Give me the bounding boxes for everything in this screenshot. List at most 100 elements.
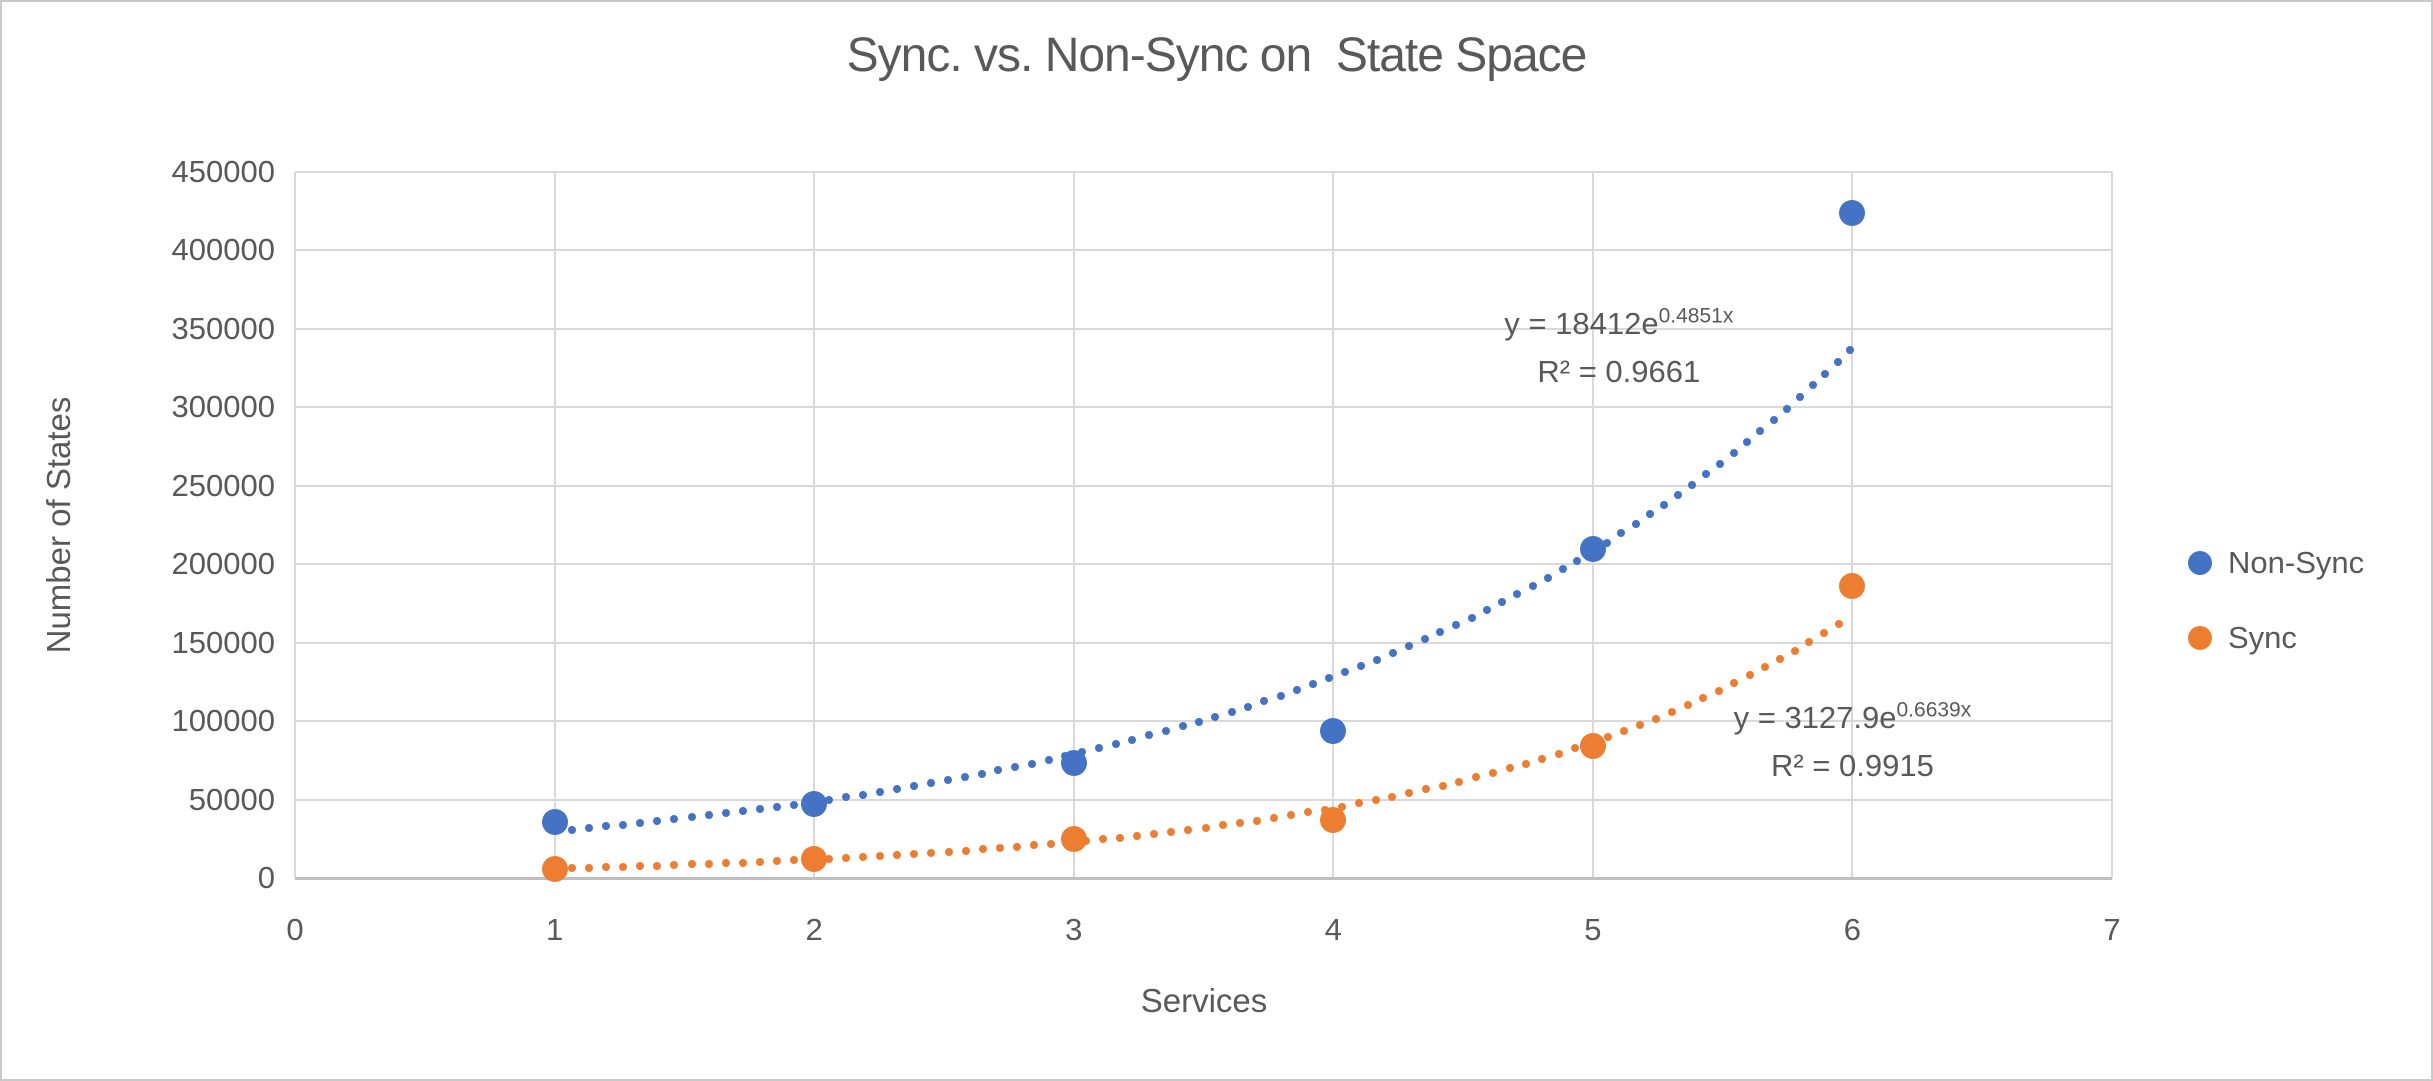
trendline-dot-sync bbox=[1488, 768, 1497, 777]
trendline-dot-non-sync bbox=[1558, 565, 1567, 574]
trendline-dot-sync bbox=[1651, 714, 1660, 723]
trendline-dot-sync bbox=[1820, 628, 1829, 637]
trendline-dot-non-sync bbox=[1341, 668, 1350, 677]
trendline-dot-sync bbox=[1115, 833, 1124, 842]
y-tick-label: 250000 bbox=[171, 467, 275, 503]
x-axis-line bbox=[295, 877, 2112, 880]
x-tick-label: 1 bbox=[545, 912, 564, 947]
x-tick-label: 5 bbox=[1584, 912, 1602, 947]
trendline-dot-non-sync bbox=[721, 809, 730, 818]
trendline-equation-sync: y = 3127.9e0.6639x R² = 0.9915 bbox=[1734, 694, 1972, 790]
y-tick-label: 50000 bbox=[188, 781, 275, 817]
trendline-dot-sync bbox=[1013, 842, 1022, 851]
trendline-dot-sync bbox=[1472, 773, 1481, 782]
trendline-dot-sync bbox=[1730, 679, 1739, 688]
trendline-dot-non-sync bbox=[601, 822, 610, 831]
trendline-dot-non-sync bbox=[1498, 598, 1507, 607]
v-gridline bbox=[553, 172, 556, 878]
trendline-dot-sync bbox=[1619, 727, 1628, 736]
trendline-dot-non-sync bbox=[1467, 613, 1476, 622]
trendline-dot-non-sync bbox=[1420, 635, 1429, 644]
trendline-dot-non-sync bbox=[1821, 369, 1830, 378]
trendline-dot-sync bbox=[670, 861, 679, 870]
trendline-dot-non-sync bbox=[1646, 510, 1655, 519]
trendline-dot-sync bbox=[584, 863, 593, 872]
trendline-dot-sync bbox=[1270, 813, 1279, 822]
trendline-dot-non-sync bbox=[1373, 655, 1382, 664]
trendline-dot-sync bbox=[1438, 781, 1447, 790]
trendline-dot-sync bbox=[978, 845, 987, 854]
trendline-dot-non-sync bbox=[1528, 582, 1537, 591]
trendline-dot-non-sync bbox=[1660, 500, 1669, 509]
trendline-dot-non-sync bbox=[1357, 662, 1366, 671]
marker-sync bbox=[1320, 806, 1347, 833]
trendline-dot-non-sync bbox=[977, 769, 986, 778]
trendline-dot-non-sync bbox=[704, 811, 713, 820]
trendline-dot-non-sync bbox=[1573, 556, 1582, 565]
trendline-dot-non-sync bbox=[1513, 590, 1522, 599]
trendline-dot-sync bbox=[1683, 701, 1692, 710]
trendline-dot-sync bbox=[1133, 831, 1142, 840]
h-gridline bbox=[295, 249, 2112, 252]
y-tick-label: 200000 bbox=[171, 546, 275, 582]
y-tick-label: 400000 bbox=[171, 232, 275, 268]
trendline-dot-sync bbox=[1287, 811, 1296, 820]
equation-label: y = 18412e0.4851x bbox=[1504, 304, 1734, 342]
trendline-dot-sync bbox=[1805, 637, 1814, 646]
trendline-dot-non-sync bbox=[653, 817, 662, 826]
x-axis-title: Services bbox=[1140, 982, 1268, 1019]
trendline-dot-sync bbox=[995, 844, 1004, 853]
marker-sync bbox=[801, 846, 828, 873]
trendline-dot-sync bbox=[1354, 799, 1363, 808]
h-gridline bbox=[295, 563, 2112, 566]
x-tick-label: 0 bbox=[286, 912, 304, 947]
trendline-dot-sync bbox=[1760, 663, 1769, 672]
trendline-dot-non-sync bbox=[1194, 717, 1203, 726]
trendline-dot-non-sync bbox=[636, 818, 645, 827]
equation-label: y = 3127.9e0.6639x bbox=[1733, 698, 1972, 735]
trendline-dot-non-sync bbox=[824, 795, 833, 804]
trendline-dot-sync bbox=[858, 853, 867, 862]
trendline-dot-non-sync bbox=[1617, 529, 1626, 538]
trendline-dot-sync bbox=[636, 862, 645, 871]
trendline-dot-sync bbox=[1338, 802, 1347, 811]
trendline-dot-sync bbox=[1304, 808, 1313, 817]
trendline-dot-sync bbox=[1150, 829, 1159, 838]
v-gridline bbox=[1851, 172, 1854, 878]
trendline-dot-sync bbox=[1184, 825, 1193, 834]
trendline-dot-non-sync bbox=[1161, 726, 1170, 735]
trendline-dot-non-sync bbox=[790, 800, 799, 809]
r-squared-label: R² = 0.9661 bbox=[1537, 354, 1701, 390]
trendline-dot-non-sync bbox=[756, 805, 765, 814]
trendline-dot-non-sync bbox=[1276, 691, 1285, 700]
trendline-dot-non-sync bbox=[1027, 759, 1036, 768]
trendline-dot-non-sync bbox=[944, 776, 953, 785]
trendline-dot-non-sync bbox=[893, 784, 902, 793]
v-gridline bbox=[2111, 172, 2113, 878]
r-squared-label: R² = 0.9915 bbox=[1770, 747, 1934, 783]
y-tick-label: 150000 bbox=[171, 624, 275, 660]
trendline-dot-non-sync bbox=[1211, 712, 1220, 721]
trendline-dot-non-sync bbox=[994, 766, 1003, 775]
trendline-dot-non-sync bbox=[1795, 393, 1804, 402]
trendline-dot-sync bbox=[1252, 816, 1261, 825]
trendline-dot-sync bbox=[1635, 721, 1644, 730]
h-gridline bbox=[295, 171, 2112, 173]
trendline-dot-non-sync bbox=[670, 815, 679, 824]
x-tick-label: 4 bbox=[1324, 912, 1342, 947]
trendline-dot-non-sync bbox=[1325, 674, 1334, 683]
trendline-dot-sync bbox=[687, 860, 696, 869]
h-gridline bbox=[295, 327, 2112, 330]
trendline-dot-sync bbox=[824, 854, 833, 863]
trendline-dot-non-sync bbox=[739, 807, 748, 816]
trendline-dot-sync bbox=[876, 852, 885, 861]
trendline-dot-sync bbox=[1455, 777, 1464, 786]
trendline-dot-non-sync bbox=[876, 787, 885, 796]
trendline-dot-sync bbox=[1405, 789, 1414, 798]
trendline-dot-non-sync bbox=[1743, 438, 1752, 447]
trendline-dot-non-sync bbox=[567, 825, 576, 834]
trendline-dot-sync bbox=[1775, 655, 1784, 664]
trendline-dot-non-sync bbox=[1111, 740, 1120, 749]
trendline-dot-sync bbox=[1554, 749, 1563, 758]
